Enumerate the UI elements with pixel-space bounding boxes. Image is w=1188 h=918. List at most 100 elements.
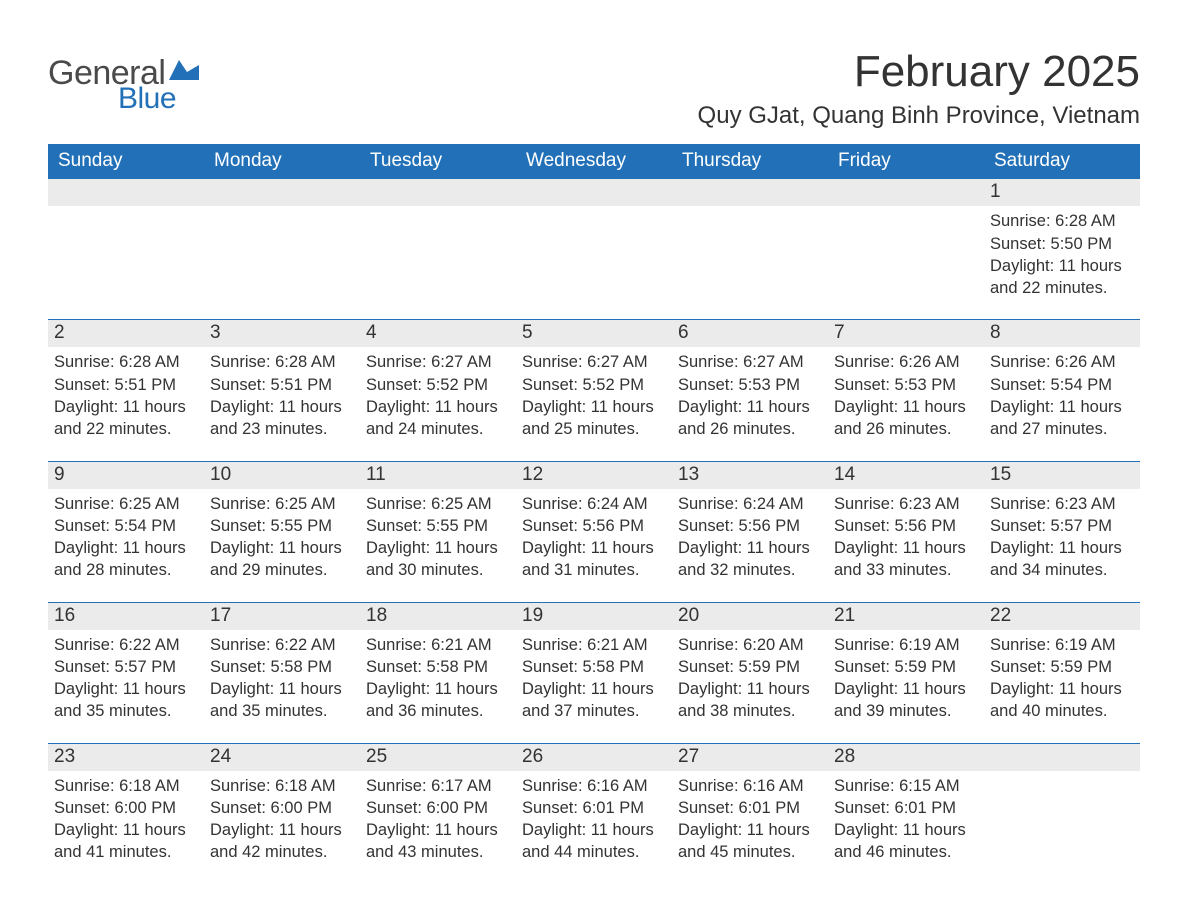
day-cell: 27Sunrise: 6:16 AMSunset: 6:01 PMDayligh… xyxy=(672,744,828,870)
weekday-header-cell: Thursday xyxy=(672,144,828,179)
day-day2-text: and 46 minutes. xyxy=(834,841,976,863)
week-row: 9Sunrise: 6:25 AMSunset: 5:54 PMDaylight… xyxy=(48,461,1140,588)
day-day2-text: and 40 minutes. xyxy=(990,700,1132,722)
day-sunset-text: Sunset: 5:54 PM xyxy=(990,374,1132,396)
day-number: 4 xyxy=(360,320,516,347)
day-sunrise-text: Sunrise: 6:26 AM xyxy=(990,351,1132,373)
day-number: 17 xyxy=(204,603,360,630)
day-day1-text: Daylight: 11 hours xyxy=(678,537,820,559)
day-day2-text: and 39 minutes. xyxy=(834,700,976,722)
day-sunset-text: Sunset: 5:58 PM xyxy=(522,656,664,678)
day-number: 25 xyxy=(360,744,516,771)
day-sunrise-text: Sunrise: 6:22 AM xyxy=(54,634,196,656)
day-day2-text: and 45 minutes. xyxy=(678,841,820,863)
day-cell: 14Sunrise: 6:23 AMSunset: 5:56 PMDayligh… xyxy=(828,462,984,588)
day-day2-text: and 33 minutes. xyxy=(834,559,976,581)
day-number: 6 xyxy=(672,320,828,347)
day-day1-text: Daylight: 11 hours xyxy=(522,396,664,418)
day-cell: 22Sunrise: 6:19 AMSunset: 5:59 PMDayligh… xyxy=(984,603,1140,729)
day-day2-text: and 23 minutes. xyxy=(210,418,352,440)
day-day1-text: Daylight: 11 hours xyxy=(366,678,508,700)
day-sunset-text: Sunset: 6:00 PM xyxy=(210,797,352,819)
day-number xyxy=(672,179,828,206)
day-cell: 12Sunrise: 6:24 AMSunset: 5:56 PMDayligh… xyxy=(516,462,672,588)
brand-logo: General Blue xyxy=(48,56,199,114)
day-sunrise-text: Sunrise: 6:23 AM xyxy=(990,493,1132,515)
day-cell: 23Sunrise: 6:18 AMSunset: 6:00 PMDayligh… xyxy=(48,744,204,870)
day-sunset-text: Sunset: 5:51 PM xyxy=(54,374,196,396)
day-cell: 6Sunrise: 6:27 AMSunset: 5:53 PMDaylight… xyxy=(672,320,828,446)
day-day1-text: Daylight: 11 hours xyxy=(990,537,1132,559)
day-day1-text: Daylight: 11 hours xyxy=(366,537,508,559)
day-cell: 9Sunrise: 6:25 AMSunset: 5:54 PMDaylight… xyxy=(48,462,204,588)
day-number: 28 xyxy=(828,744,984,771)
day-sunset-text: Sunset: 5:57 PM xyxy=(990,515,1132,537)
day-number: 15 xyxy=(984,462,1140,489)
day-number: 9 xyxy=(48,462,204,489)
day-sunrise-text: Sunrise: 6:17 AM xyxy=(366,775,508,797)
day-sunset-text: Sunset: 5:59 PM xyxy=(678,656,820,678)
day-cell xyxy=(828,179,984,305)
weeks-container: 1Sunrise: 6:28 AMSunset: 5:50 PMDaylight… xyxy=(48,179,1140,869)
day-sunset-text: Sunset: 5:50 PM xyxy=(990,233,1132,255)
day-cell: 5Sunrise: 6:27 AMSunset: 5:52 PMDaylight… xyxy=(516,320,672,446)
location-text: Quy GJat, Quang Binh Province, Vietnam xyxy=(698,102,1140,130)
day-day1-text: Daylight: 11 hours xyxy=(834,678,976,700)
day-day1-text: Daylight: 11 hours xyxy=(834,537,976,559)
day-sunrise-text: Sunrise: 6:28 AM xyxy=(54,351,196,373)
day-cell xyxy=(516,179,672,305)
day-sunset-text: Sunset: 5:55 PM xyxy=(210,515,352,537)
day-sunset-text: Sunset: 6:01 PM xyxy=(678,797,820,819)
day-day1-text: Daylight: 11 hours xyxy=(990,255,1132,277)
day-sunrise-text: Sunrise: 6:20 AM xyxy=(678,634,820,656)
day-sunrise-text: Sunrise: 6:18 AM xyxy=(54,775,196,797)
calendar-page: General Blue February 2025 Quy GJat, Qua… xyxy=(0,0,1188,910)
day-sunset-text: Sunset: 5:59 PM xyxy=(834,656,976,678)
day-sunset-text: Sunset: 6:00 PM xyxy=(366,797,508,819)
day-day2-text: and 41 minutes. xyxy=(54,841,196,863)
day-day1-text: Daylight: 11 hours xyxy=(54,537,196,559)
day-sunset-text: Sunset: 5:53 PM xyxy=(678,374,820,396)
day-number xyxy=(516,179,672,206)
day-sunrise-text: Sunrise: 6:25 AM xyxy=(54,493,196,515)
day-sunrise-text: Sunrise: 6:26 AM xyxy=(834,351,976,373)
day-number: 27 xyxy=(672,744,828,771)
day-cell: 17Sunrise: 6:22 AMSunset: 5:58 PMDayligh… xyxy=(204,603,360,729)
brand-word-2: Blue xyxy=(118,84,199,114)
day-day2-text: and 26 minutes. xyxy=(834,418,976,440)
day-sunset-text: Sunset: 5:55 PM xyxy=(366,515,508,537)
day-cell xyxy=(204,179,360,305)
day-cell xyxy=(672,179,828,305)
day-sunset-text: Sunset: 6:00 PM xyxy=(54,797,196,819)
day-sunset-text: Sunset: 6:01 PM xyxy=(522,797,664,819)
day-day2-text: and 27 minutes. xyxy=(990,418,1132,440)
day-cell: 1Sunrise: 6:28 AMSunset: 5:50 PMDaylight… xyxy=(984,179,1140,305)
day-day2-text: and 43 minutes. xyxy=(366,841,508,863)
day-day2-text: and 26 minutes. xyxy=(678,418,820,440)
day-sunrise-text: Sunrise: 6:25 AM xyxy=(210,493,352,515)
day-day2-text: and 31 minutes. xyxy=(522,559,664,581)
day-sunset-text: Sunset: 5:57 PM xyxy=(54,656,196,678)
day-number: 1 xyxy=(984,179,1140,206)
day-day1-text: Daylight: 11 hours xyxy=(366,819,508,841)
day-day2-text: and 35 minutes. xyxy=(210,700,352,722)
day-sunset-text: Sunset: 5:56 PM xyxy=(678,515,820,537)
day-day1-text: Daylight: 11 hours xyxy=(678,819,820,841)
day-day1-text: Daylight: 11 hours xyxy=(834,819,976,841)
day-number: 7 xyxy=(828,320,984,347)
day-sunrise-text: Sunrise: 6:21 AM xyxy=(522,634,664,656)
day-day2-text: and 30 minutes. xyxy=(366,559,508,581)
day-number: 24 xyxy=(204,744,360,771)
day-sunset-text: Sunset: 6:01 PM xyxy=(834,797,976,819)
day-day2-text: and 34 minutes. xyxy=(990,559,1132,581)
day-cell: 13Sunrise: 6:24 AMSunset: 5:56 PMDayligh… xyxy=(672,462,828,588)
day-cell: 10Sunrise: 6:25 AMSunset: 5:55 PMDayligh… xyxy=(204,462,360,588)
day-cell: 20Sunrise: 6:20 AMSunset: 5:59 PMDayligh… xyxy=(672,603,828,729)
day-number xyxy=(204,179,360,206)
weekday-header-cell: Monday xyxy=(204,144,360,179)
weekday-header-cell: Friday xyxy=(828,144,984,179)
day-day1-text: Daylight: 11 hours xyxy=(210,678,352,700)
day-sunset-text: Sunset: 5:51 PM xyxy=(210,374,352,396)
weekday-header-cell: Sunday xyxy=(48,144,204,179)
day-day1-text: Daylight: 11 hours xyxy=(678,678,820,700)
